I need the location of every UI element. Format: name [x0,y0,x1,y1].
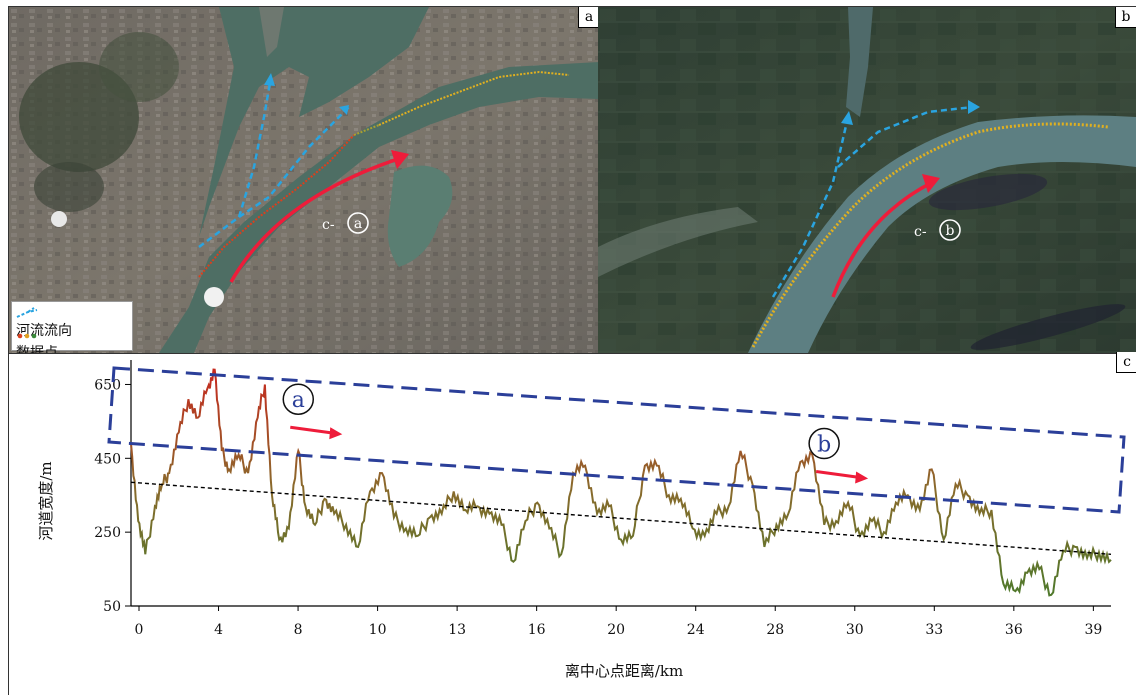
x-tick-label: 24 [687,622,705,638]
y-tick-label: 650 [94,377,121,393]
chart-axes [130,360,1111,607]
site-marker-a-letter: a [354,216,362,232]
site-prefix-b: c- [914,224,927,240]
x-axis-label: 离中心点距离/km [565,662,683,680]
x-tick-label: 39 [1084,622,1102,638]
site-prefix-a: c- [322,217,335,233]
panel-tag-b: b [1115,7,1136,28]
high-width-dashed-box [107,366,1126,514]
annotation-arrow-a [290,425,335,435]
map-legend: 河流流向 数据点 [11,301,133,354]
flow-arrow-icon [16,307,38,318]
legend-flow-label: 河流流向 [16,323,72,339]
x-tick-label: 13 [448,622,466,638]
annotation-letter-a: a [292,388,305,413]
annotation-circle-b [808,427,840,460]
site-marker-b-letter: b [946,223,955,239]
site-marker-b-circle [939,219,961,241]
satellite-image-a: c- a [9,7,599,353]
chart-ticks: 50 250 450 650 0 4 8 10 13 16 20 24 28 30 33 36 39 [94,377,1102,638]
x-tick-label: 33 [925,622,943,638]
x-tick-label: 30 [846,622,864,638]
y-tick-label: 50 [103,599,121,615]
annotation-circle-a [282,383,315,415]
x-tick-label: 4 [214,622,223,638]
x-tick-label: 36 [1005,622,1023,638]
annotation-arrow-b [815,470,861,480]
annotation-arrowhead-b [855,471,869,484]
x-tick-label: 0 [135,622,144,638]
series-river-width-line [130,368,1112,597]
data-points-icon [17,333,37,339]
panel-a-satellite-image: c- a 河流流向 数据点 a [8,6,600,354]
trend-line [130,481,1112,556]
panel-b-satellite-image: c- b b [598,6,1136,354]
x-tick-label: 16 [528,622,546,638]
site-marker-a-circle [347,212,369,234]
annotation-letter-b: b [817,433,831,458]
legend-points-row: 数据点 [16,328,58,354]
x-tick-label: 10 [369,622,387,638]
panel-tag-c: c [1116,352,1136,373]
satellite-image-b: c- b [598,7,1136,353]
y-axis-label: 河道宽度/m [37,461,55,540]
x-tick-label: 8 [294,622,303,638]
legend-points-label: 数据点 [16,345,58,354]
chart-annotations: ab [282,383,869,484]
y-tick-label: 250 [94,525,121,541]
x-tick-label: 20 [607,622,625,638]
x-tick-label: 28 [766,622,784,638]
panel-tag-a: a [578,7,599,28]
annotation-arrowhead-a [329,427,343,440]
y-tick-label: 450 [94,451,121,467]
legend-flow-row: 河流流向 [16,306,72,340]
